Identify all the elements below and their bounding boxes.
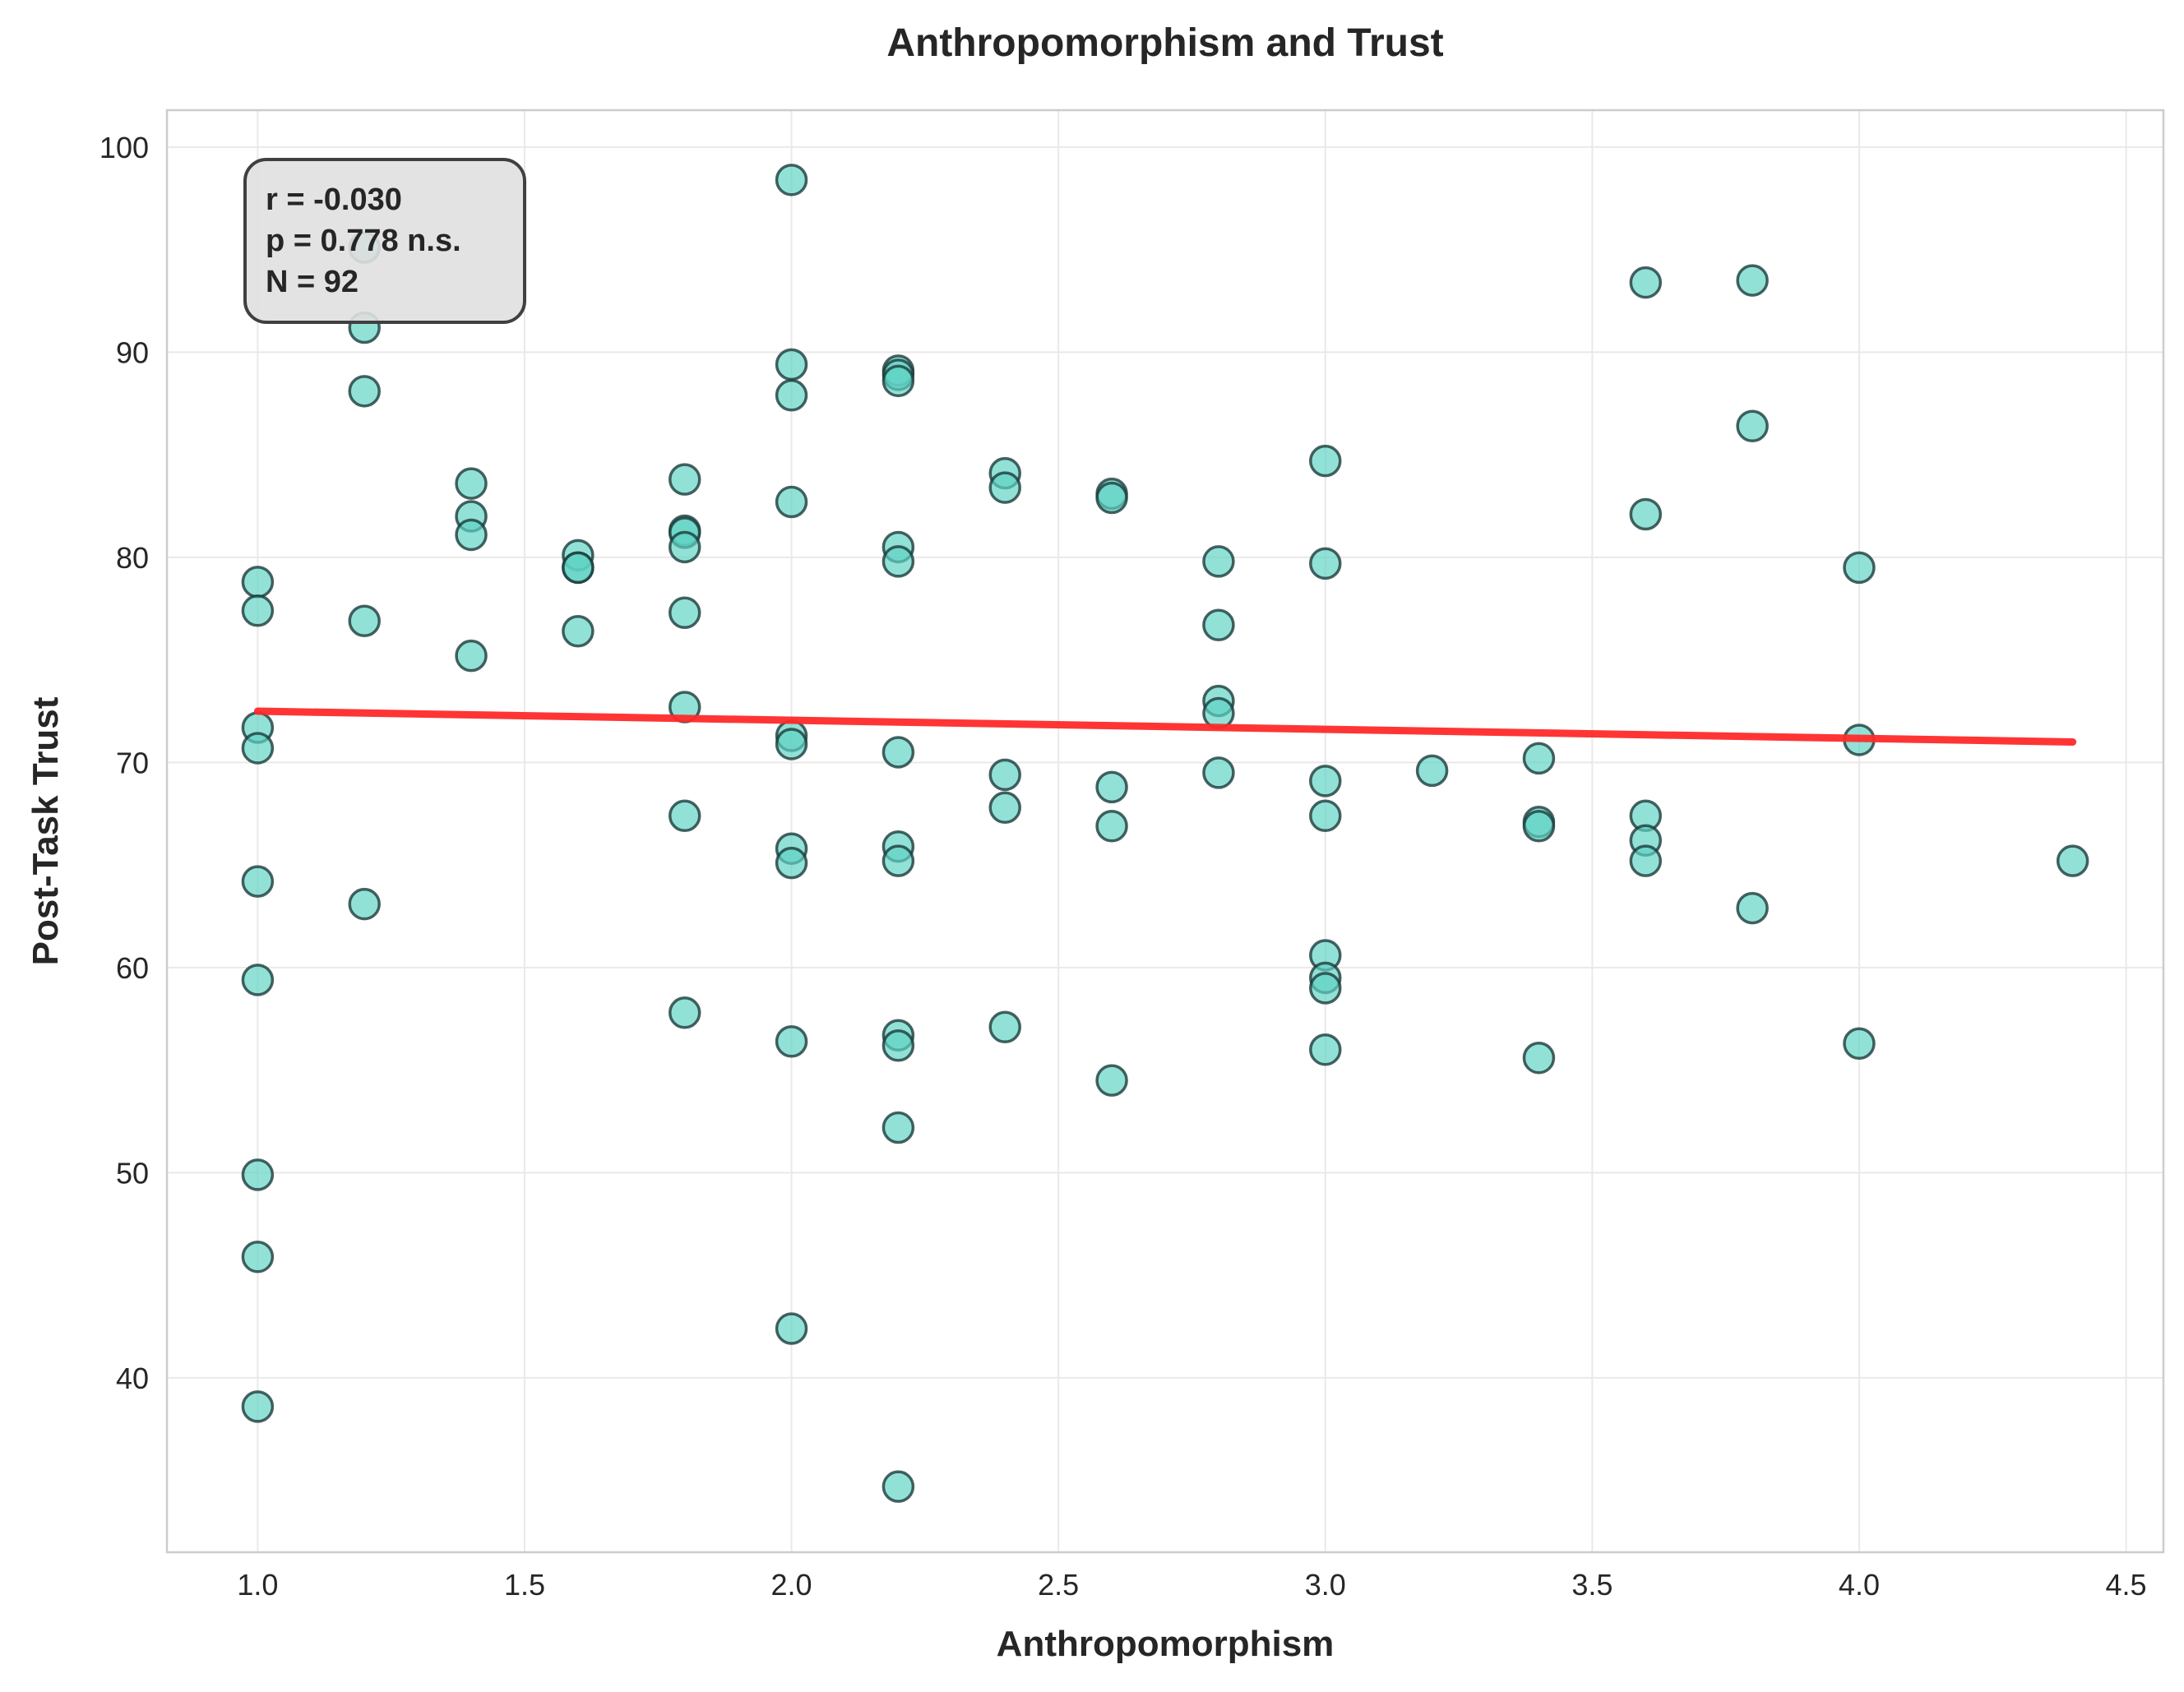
data-point <box>1736 891 1769 925</box>
y-axis-title: Post-Task Trust <box>25 696 66 965</box>
data-point <box>1309 547 1342 580</box>
data-point <box>348 887 381 921</box>
data-point <box>881 1470 915 1503</box>
data-point <box>881 545 915 578</box>
data-point <box>241 566 275 599</box>
data-point <box>1095 1064 1128 1097</box>
data-point <box>775 485 808 519</box>
x-tick-label: 1.0 <box>237 1568 278 1602</box>
data-point <box>1843 551 1876 585</box>
data-point <box>988 471 1021 504</box>
x-axis-ticks: 1.0 1.5 2.0 2.5 3.0 3.5 4.0 4.5 <box>237 1568 2146 1602</box>
x-tick-label: 4.5 <box>2106 1568 2147 1602</box>
data-point <box>1202 756 1235 789</box>
data-point <box>1309 1033 1342 1066</box>
data-point <box>881 364 915 398</box>
x-tick-label: 4.0 <box>1839 1568 1880 1602</box>
data-point <box>775 1312 808 1345</box>
data-point <box>668 996 701 1029</box>
data-point <box>241 732 275 765</box>
data-point <box>668 530 701 564</box>
data-point <box>1309 444 1342 478</box>
x-tick-label: 3.5 <box>1571 1568 1613 1602</box>
data-point <box>988 758 1021 792</box>
data-point <box>1522 742 1556 775</box>
y-tick-label: 100 <box>99 131 149 164</box>
data-point <box>668 799 701 833</box>
x-tick-label: 3.0 <box>1305 1568 1346 1602</box>
data-point <box>775 379 808 412</box>
data-point <box>775 1024 808 1058</box>
data-point <box>241 594 275 627</box>
y-axis-ticks: 40 50 60 70 80 90 100 <box>99 131 149 1395</box>
data-point <box>988 1010 1021 1044</box>
data-point <box>1629 844 1663 877</box>
data-point <box>455 467 488 500</box>
data-point <box>1629 497 1663 531</box>
x-tick-label: 2.5 <box>1038 1568 1079 1602</box>
data-point <box>241 1390 275 1423</box>
fit-line-group <box>253 707 2077 746</box>
y-tick-label: 90 <box>116 335 149 369</box>
stat-n: N = 92 <box>266 265 359 299</box>
data-point <box>1522 1041 1556 1075</box>
data-points <box>241 164 2089 1503</box>
data-point <box>1415 754 1449 788</box>
data-point <box>1309 765 1342 797</box>
data-point <box>1522 810 1556 843</box>
x-tick-label: 1.5 <box>504 1568 545 1602</box>
data-point <box>455 518 488 552</box>
plot-frame <box>165 109 2165 1554</box>
stat-p: p = 0.778 n.s. <box>266 224 461 258</box>
data-point <box>1202 545 1235 578</box>
stats-annotation: r = -0.030 p = 0.778 n.s. N = 92 <box>243 158 526 324</box>
data-point <box>881 844 915 877</box>
x-tick-label: 2.0 <box>771 1568 812 1602</box>
data-point <box>348 375 381 408</box>
data-point <box>775 164 808 196</box>
data-point <box>455 639 488 673</box>
data-point <box>241 964 275 996</box>
data-point <box>1202 608 1235 642</box>
data-point <box>2056 844 2089 877</box>
data-point <box>775 348 808 381</box>
data-point <box>348 604 381 638</box>
data-point <box>1095 481 1128 515</box>
data-point <box>668 596 701 630</box>
x-axis-title: Anthropomorphism <box>997 1624 1335 1664</box>
data-point <box>881 1029 915 1062</box>
data-point <box>1843 1027 1876 1060</box>
plot-area <box>167 110 2163 1552</box>
y-tick-label: 60 <box>116 951 149 985</box>
data-point <box>1309 799 1342 833</box>
data-point <box>1309 972 1342 1005</box>
data-point <box>881 1111 915 1144</box>
data-point <box>241 1240 275 1274</box>
data-point <box>668 463 701 496</box>
data-point <box>1736 264 1769 297</box>
data-point <box>775 846 808 880</box>
y-tick-label: 50 <box>116 1156 149 1190</box>
data-point <box>775 728 808 760</box>
data-point <box>1629 266 1663 299</box>
data-point <box>562 614 595 648</box>
data-point <box>241 1158 275 1191</box>
data-point <box>1736 409 1769 442</box>
stats-box <box>243 158 526 324</box>
regression-line <box>253 707 2077 746</box>
chart-title: Anthropomorphism and Trust <box>886 21 1443 65</box>
data-point <box>241 865 275 898</box>
y-tick-label: 70 <box>116 746 149 779</box>
y-tick-label: 40 <box>116 1361 149 1395</box>
y-tick-label: 80 <box>116 541 149 575</box>
data-point <box>1095 770 1128 804</box>
stat-r: r = -0.030 <box>266 183 402 217</box>
data-point <box>988 791 1021 825</box>
data-point <box>1095 810 1128 843</box>
data-point <box>1202 696 1235 730</box>
data-point <box>881 736 915 769</box>
data-point <box>562 551 595 585</box>
